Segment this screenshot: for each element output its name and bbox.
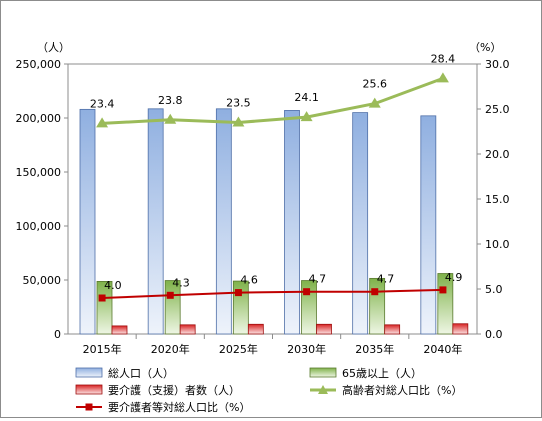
data-label-care-ratio: 4.0 (104, 279, 122, 292)
data-label-care-ratio: 4.9 (445, 271, 463, 284)
data-label-aged-ratio: 23.8 (158, 94, 183, 107)
marker-aged-ratio (164, 113, 177, 124)
right-axis-tick-label: 25.0 (485, 103, 510, 116)
x-axis-tick-label: 2025年 (219, 342, 258, 356)
marker-care-ratio (234, 289, 242, 297)
right-axis-unit-label: （%） (469, 41, 501, 54)
right-axis-tick-label: 15.0 (485, 193, 510, 206)
left-axis-tick-label: 150,000 (16, 166, 62, 179)
data-labels-layer: 23.4 23.8 23.5 24.1 25.6 28.4 4.0 4.3 4.6 4.7 4.7 4… (90, 52, 463, 292)
data-label-aged-ratio: 25.6 (363, 78, 388, 91)
right-axis-tick-label: 5.0 (485, 283, 503, 296)
legend-label: 要介護者等対総人口比（%） (108, 400, 250, 414)
bars-layer (79, 108, 469, 335)
bar-care-needed (316, 323, 332, 335)
right-axis-tick-label: 10.0 (485, 238, 510, 251)
left-axis-tick-label: 0 (54, 328, 61, 341)
data-label-care-ratio: 4.7 (309, 273, 327, 286)
bar-age65-plus (369, 277, 386, 335)
data-label-care-ratio: 4.7 (377, 273, 395, 286)
legend-label: 総人口（人） (108, 366, 174, 380)
marker-aged-ratio (96, 117, 109, 128)
left-axis-tick-label: 200,000 (16, 112, 62, 125)
legend-label: 65歳以上（人） (342, 367, 422, 380)
bar-total-population (352, 112, 369, 335)
left-axis-tick-label: 250,000 (16, 58, 62, 71)
bar-total-population (284, 110, 300, 335)
data-label-care-ratio: 4.3 (172, 276, 190, 289)
legend: 総人口（人） 65歳以上（人） 要介護（支援）者数（人） 高齢者対総人口比（%） 要介護… (75, 366, 462, 414)
x-axis-tick-label: 2020年 (151, 342, 190, 356)
marker-care-ratio (371, 288, 379, 296)
lines-layer (96, 72, 449, 302)
legend-swatch (75, 384, 103, 395)
data-label-aged-ratio: 23.4 (90, 97, 115, 110)
bar-total-population (420, 115, 437, 335)
data-label-care-ratio: 4.6 (240, 274, 258, 287)
line-aged-ratio (102, 76, 444, 125)
bar-age65-plus (232, 280, 249, 335)
bar-total-population (147, 108, 164, 335)
right-axis-tick-label: 0.0 (485, 328, 503, 341)
left-axis-tick-label: 100,000 (16, 220, 62, 233)
bar-care-needed (179, 324, 196, 335)
legend-label: 要介護（支援）者数（人） (108, 383, 240, 397)
legend-marker (85, 403, 93, 411)
right-axis-tick-label: 30.0 (485, 58, 510, 71)
marker-care-ratio (98, 294, 106, 302)
left-axis-unit-label: （人） (37, 41, 70, 54)
data-label-aged-ratio: 24.1 (294, 91, 319, 104)
marker-aged-ratio (300, 111, 313, 122)
right-axis-tick-label: 20.0 (485, 148, 510, 161)
bar-care-needed (247, 323, 264, 335)
bar-total-population (215, 108, 232, 335)
plot-area-border (67, 63, 478, 335)
legend-swatch (75, 367, 103, 378)
legend-swatch (309, 367, 337, 378)
marker-care-ratio (303, 288, 311, 296)
x-axis-tick-label: 2035年 (355, 342, 394, 356)
bar-care-needed (111, 325, 128, 335)
bar-total-population (79, 108, 96, 335)
marker-care-ratio (439, 286, 447, 294)
x-axis-tick-label: 2015年 (83, 342, 122, 356)
x-axis-tick-label: 2030年 (287, 342, 326, 356)
marker-care-ratio (166, 291, 174, 299)
x-axis-tick-label: 2040年 (423, 342, 462, 356)
line-care-ratio (102, 288, 443, 299)
data-label-aged-ratio: 23.5 (226, 97, 251, 110)
axes-layer: 0 50,000 100,000 150,000 200,000 250,000 0.0 5.… (16, 58, 510, 356)
left-axis-tick-label: 50,000 (23, 274, 62, 287)
bar-care-needed (452, 323, 469, 335)
marker-aged-ratio (436, 72, 449, 83)
legend-label: 高齢者対総人口比（%） (342, 383, 462, 397)
legend-marker (318, 385, 328, 394)
marker-aged-ratio (232, 116, 245, 127)
marker-aged-ratio (368, 97, 381, 108)
data-label-aged-ratio: 28.4 (431, 52, 456, 65)
bar-care-needed (384, 324, 401, 335)
